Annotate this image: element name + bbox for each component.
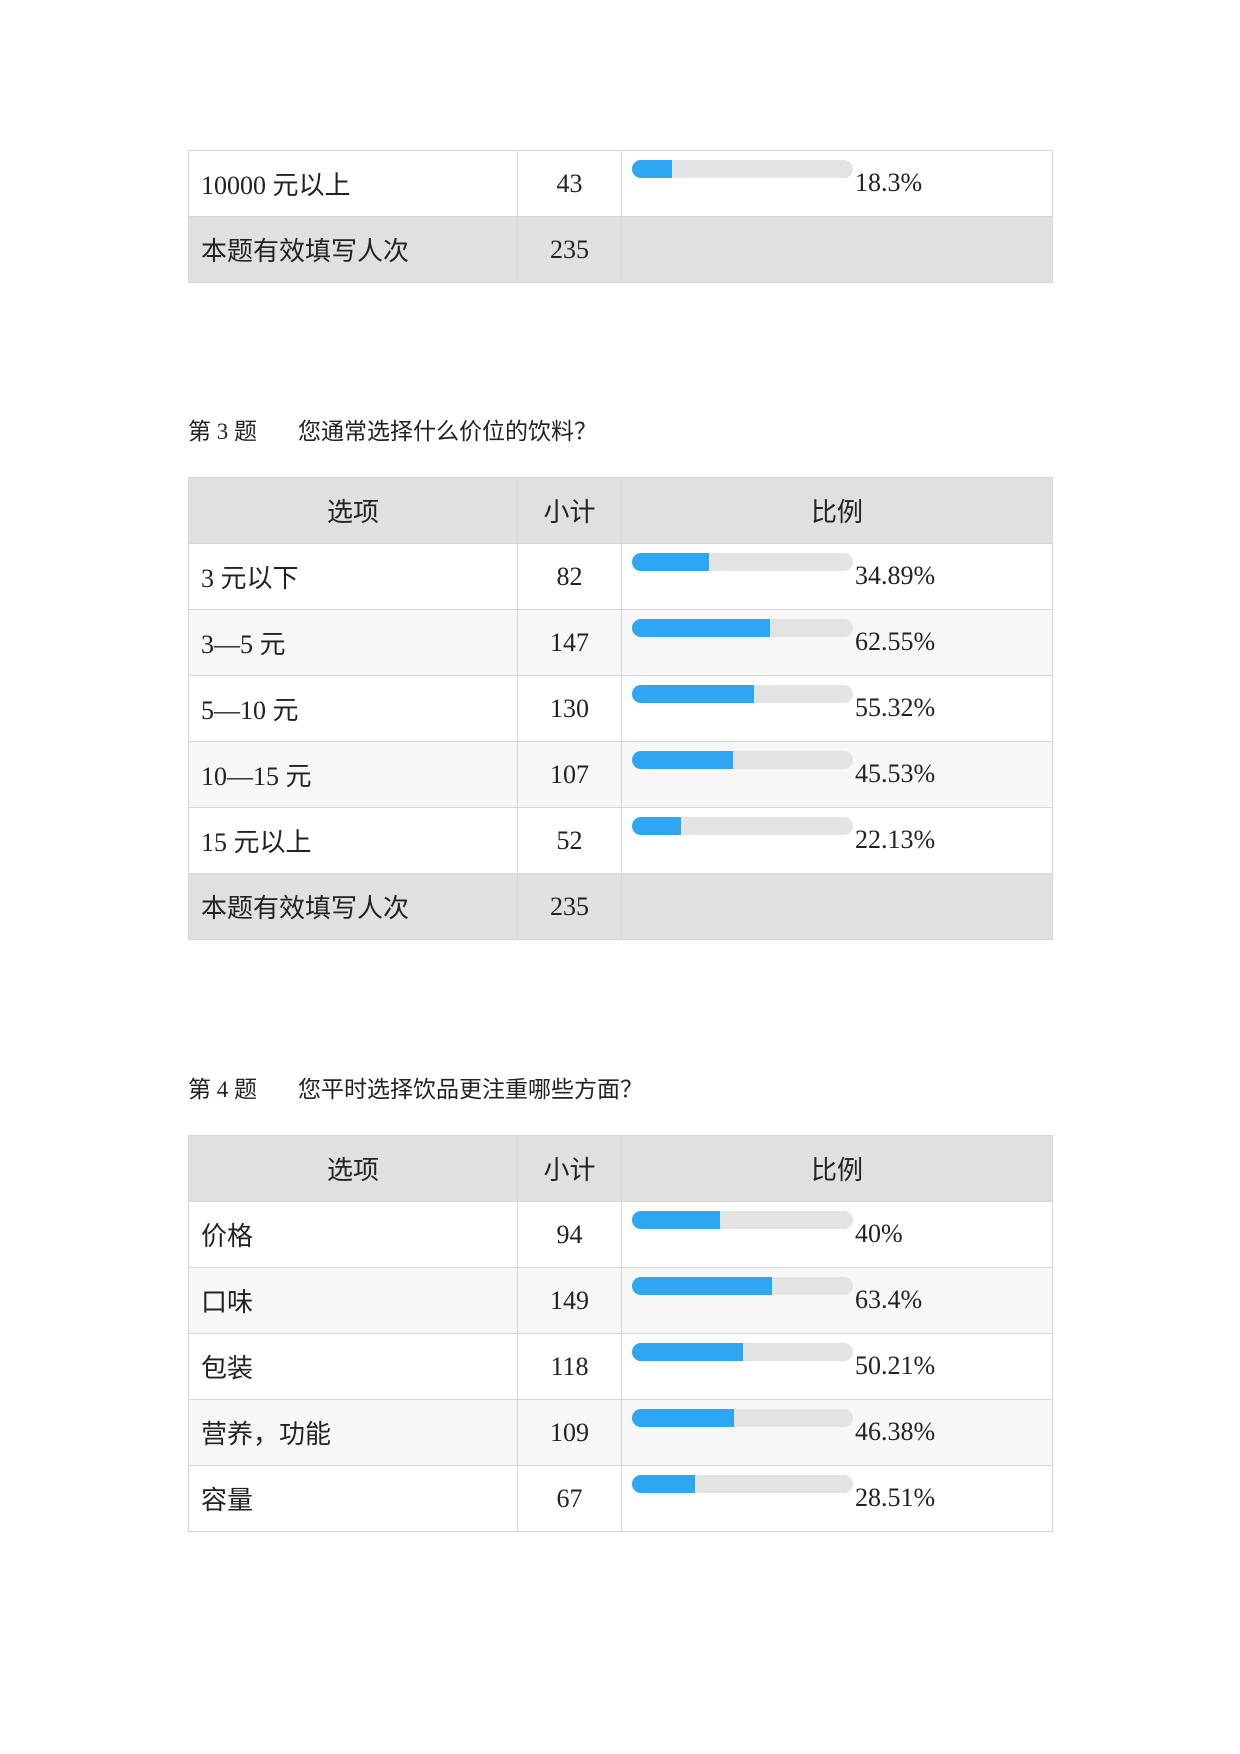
header-cell: 比例 — [621, 1135, 1053, 1202]
option-cell: 口味 — [188, 1267, 518, 1334]
option-cell: 价格 — [188, 1201, 518, 1268]
option-cell: 包装 — [188, 1333, 518, 1400]
ratio-label: 63.4% — [855, 1285, 923, 1314]
bar — [632, 1475, 695, 1493]
bar — [632, 1343, 743, 1361]
question-number: 第 3 题 — [188, 419, 257, 444]
bar — [632, 751, 733, 769]
total-count: 235 — [517, 873, 622, 940]
bar-track — [632, 1211, 853, 1229]
bar — [632, 1211, 721, 1229]
header-cell: 选项 — [188, 477, 518, 544]
bar-track — [632, 1343, 853, 1361]
bar-track — [632, 160, 853, 178]
count-cell: 147 — [517, 609, 622, 676]
total-label: 本题有效填写人次 — [188, 216, 518, 283]
total-empty — [621, 216, 1053, 283]
count-cell: 94 — [517, 1201, 622, 1268]
count-cell: 52 — [517, 807, 622, 874]
ratio-label: 22.13% — [855, 825, 936, 854]
bar-track — [632, 619, 853, 637]
total-count: 235 — [517, 216, 622, 283]
bar-track — [632, 685, 853, 703]
bar-track — [632, 1409, 853, 1427]
bar — [632, 1409, 735, 1427]
total-label: 本题有效填写人次 — [188, 873, 518, 940]
question-number: 第 4 题 — [188, 1077, 257, 1102]
header-cell: 小计 — [517, 1135, 622, 1202]
question-text: 您通常选择什么价位的饮料？ — [298, 419, 597, 444]
ratio-label: 55.32% — [855, 693, 936, 722]
option-cell: 营养，功能 — [188, 1399, 518, 1466]
option-cell: 5—10 元 — [188, 675, 518, 742]
count-cell: 130 — [517, 675, 622, 742]
header-cell: 小计 — [517, 477, 622, 544]
count-cell: 43 — [517, 150, 622, 217]
option-cell: 15 元以上 — [188, 807, 518, 874]
bar-track — [632, 751, 853, 769]
count-cell: 67 — [517, 1465, 622, 1532]
count-cell: 118 — [517, 1333, 622, 1400]
count-cell: 82 — [517, 543, 622, 610]
ratio-cell — [621, 1465, 1053, 1532]
ratio-label: 34.89% — [855, 561, 936, 590]
bar — [632, 685, 755, 703]
ratio-label: 46.38% — [855, 1417, 936, 1446]
bar — [632, 1277, 773, 1295]
bar-track — [632, 1475, 853, 1493]
ratio-label: 28.51% — [855, 1483, 936, 1512]
bar-track — [632, 1277, 853, 1295]
bar-track — [632, 817, 853, 835]
bar — [632, 553, 710, 571]
bar — [632, 160, 673, 178]
option-cell: 容量 — [188, 1465, 518, 1532]
ratio-label: 40% — [855, 1219, 903, 1248]
ratio-label: 45.53% — [855, 759, 936, 788]
bar — [632, 619, 771, 637]
total-empty — [621, 873, 1053, 940]
ratio-label: 50.21% — [855, 1351, 936, 1380]
bar — [632, 817, 681, 835]
ratio-label: 62.55% — [855, 627, 936, 656]
header-cell: 比例 — [621, 477, 1053, 544]
count-cell: 149 — [517, 1267, 622, 1334]
header-cell: 选项 — [188, 1135, 518, 1202]
question-text: 您平时选择饮品更注重哪些方面？ — [298, 1077, 643, 1102]
ratio-label: 18.3% — [855, 168, 923, 197]
option-cell: 10—15 元 — [188, 741, 518, 808]
option-cell: 3—5 元 — [188, 609, 518, 676]
option-cell: 3 元以下 — [188, 543, 518, 610]
bar-track — [632, 553, 853, 571]
option-cell: 10000 元以上 — [188, 150, 518, 217]
count-cell: 107 — [517, 741, 622, 808]
count-cell: 109 — [517, 1399, 622, 1466]
